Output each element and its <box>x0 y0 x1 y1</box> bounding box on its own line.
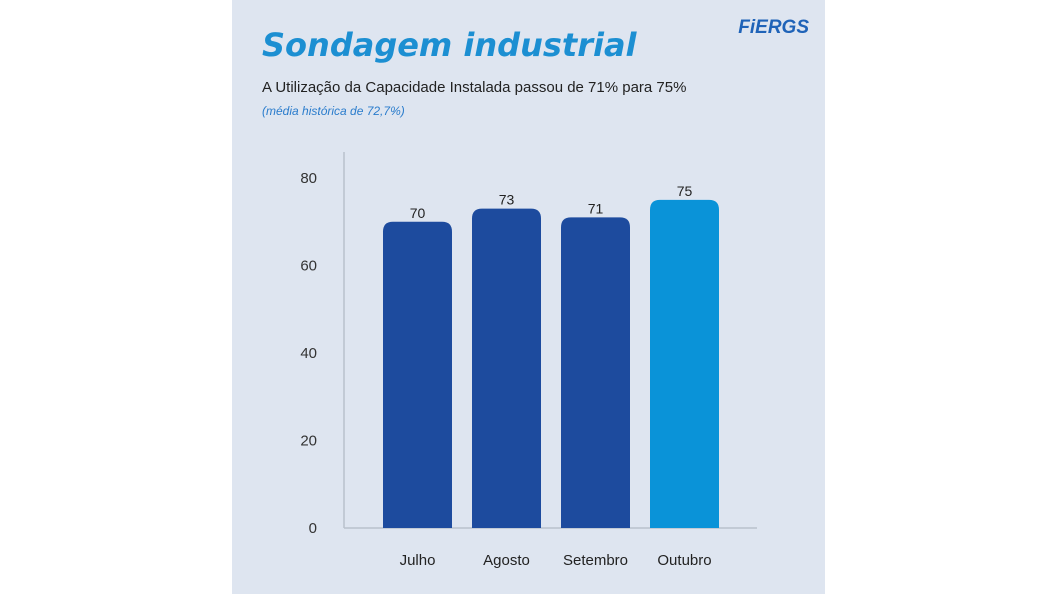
x-tick-label: Julho <box>400 552 436 569</box>
bar-outubro <box>650 199 719 528</box>
x-tick-label: Setembro <box>563 552 628 569</box>
fiergs-logo: FiERGS <box>738 17 809 38</box>
data-label: 71 <box>588 200 604 216</box>
y-tick-label: 40 <box>300 345 317 362</box>
x-tick-label: Outubro <box>657 552 711 569</box>
data-label: 70 <box>410 205 426 221</box>
bar-julho <box>383 221 452 528</box>
x-tick-label: Agosto <box>483 552 530 569</box>
data-label: 73 <box>499 192 515 208</box>
y-tick-label: 20 <box>300 433 317 450</box>
historical-average-note: (média histórica de 72,7%) <box>262 104 405 118</box>
y-tick-label: 0 <box>309 520 317 537</box>
chart-title: Sondagem industrial <box>262 26 637 64</box>
bar-setembro <box>561 217 630 528</box>
chart-subtitle: A Utilização da Capacidade Instalada pas… <box>262 79 687 96</box>
bar-agosto <box>472 208 541 528</box>
y-tick-label: 60 <box>300 258 317 275</box>
y-tick-label: 80 <box>300 170 317 187</box>
data-label: 75 <box>677 183 693 199</box>
